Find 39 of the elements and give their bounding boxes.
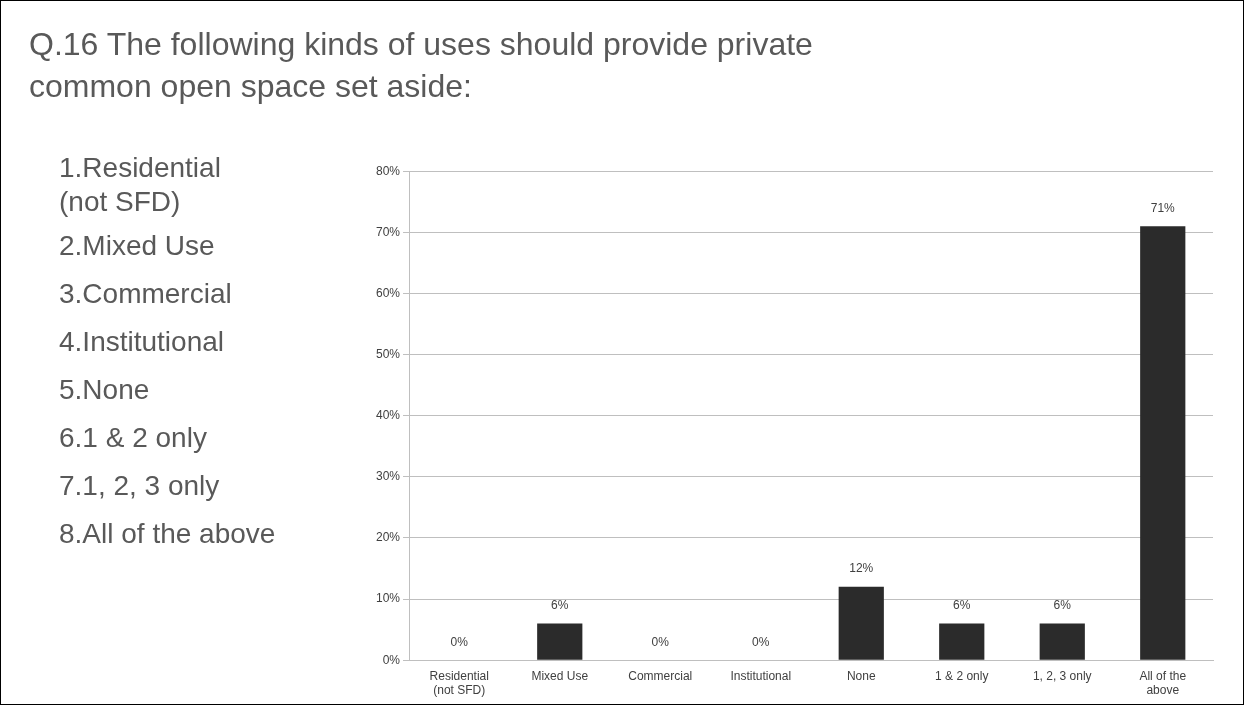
data-label: 6% <box>953 597 971 612</box>
text: 8.All of the above <box>59 518 276 549</box>
x-tick-label: Institutional <box>730 668 792 683</box>
text: 2.Mixed Use <box>59 230 215 261</box>
chart-title: Q.16 The following kinds of uses should provide private common open space set aside: <box>29 25 814 106</box>
text: 3.Commercial <box>59 278 232 309</box>
data-label: 6% <box>551 597 569 612</box>
data-label: 12% <box>849 561 874 576</box>
bar <box>1140 226 1186 660</box>
x-tick-label: 1 & 2 only <box>935 668 989 683</box>
y-tick-label: 50% <box>375 346 401 361</box>
data-label: 0% <box>651 634 670 649</box>
text: 1.Residential (not SFD) <box>59 152 221 217</box>
data-label: 71% <box>1150 200 1176 215</box>
y-tick-label: 0% <box>382 652 401 667</box>
bar <box>537 623 583 660</box>
y-tick-label: 10% <box>375 591 401 606</box>
bar <box>838 586 884 660</box>
y-tick-label: 30% <box>375 469 401 484</box>
text: 4.Institutional <box>59 326 224 357</box>
text: 5.None <box>59 373 151 407</box>
x-tick-label: All of the above <box>1139 668 1187 698</box>
y-tick-label: 80% <box>375 163 401 178</box>
text: 7.1, 2, 3 only <box>59 470 220 501</box>
y-tick-label: 60% <box>375 285 401 300</box>
data-label: 6% <box>1053 597 1072 612</box>
y-tick-label: 70% <box>375 224 401 239</box>
x-tick-label: 1, 2, 3 only <box>1032 668 1092 683</box>
text: 6.1 & 2 only <box>59 421 208 455</box>
x-tick-label: Residential (not SFD) <box>429 668 489 698</box>
x-tick-label: Mixed Use <box>531 668 589 683</box>
x-tick-label: Commercial <box>628 668 693 683</box>
data-label: 0% <box>752 634 770 649</box>
bar <box>939 623 985 660</box>
y-tick-label: 20% <box>375 530 401 545</box>
bar <box>1039 623 1085 660</box>
data-label: 0% <box>450 634 469 649</box>
y-tick-label: 40% <box>375 408 401 423</box>
x-tick-label: None <box>846 668 876 683</box>
